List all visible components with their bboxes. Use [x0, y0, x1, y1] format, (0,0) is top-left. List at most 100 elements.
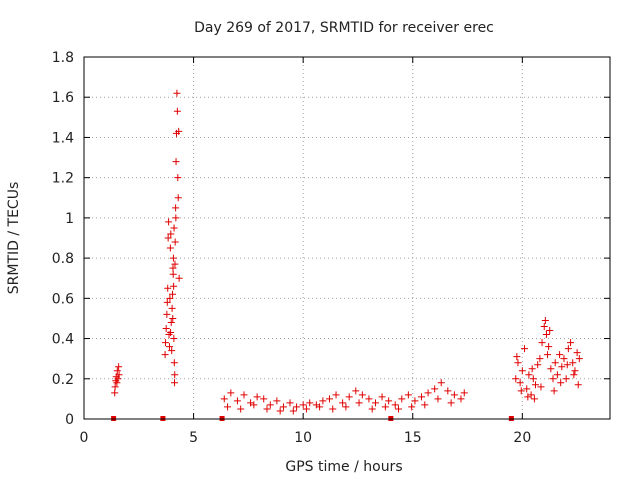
data-point: [164, 234, 172, 242]
data-point: [573, 349, 581, 357]
data-point: [525, 371, 533, 379]
data-point: [253, 393, 261, 401]
data-point: [169, 264, 177, 272]
data-point: [171, 238, 179, 246]
data-point: [514, 359, 522, 367]
y-axis-label: SRMTID / TECUs: [6, 182, 22, 295]
data-point: [163, 298, 171, 306]
chart-title: Day 269 of 2017, SRMTID for receiver ere…: [194, 20, 494, 36]
data-point: [173, 89, 181, 97]
data-point: [345, 393, 353, 401]
data-point: [431, 385, 439, 393]
data-point: [545, 343, 553, 351]
data-point: [170, 224, 178, 232]
data-point: [170, 359, 178, 367]
data-point: [165, 343, 173, 351]
data-point: [571, 367, 579, 375]
data-point: [293, 403, 301, 411]
data-point: [558, 363, 566, 371]
data-point: [560, 355, 568, 363]
data-point: [171, 260, 179, 268]
data-point: [524, 393, 532, 401]
data-point: [421, 401, 429, 409]
data-point: [224, 403, 232, 411]
data-point: [279, 403, 287, 411]
data-point: [557, 379, 565, 387]
data-point: [411, 397, 419, 405]
data-point: [165, 218, 173, 226]
data-point: [546, 327, 554, 335]
data-point: [549, 375, 557, 383]
x-tick-label: 20: [513, 430, 531, 446]
data-point: [437, 379, 445, 387]
data-point: [174, 174, 182, 182]
data-point: [398, 395, 406, 403]
data-point: [574, 381, 582, 389]
data-point: [319, 397, 327, 405]
data-point: [381, 403, 389, 411]
x-tick-label: 10: [294, 430, 312, 446]
data-points: [111, 89, 583, 421]
data-point: [570, 371, 578, 379]
data-point: [536, 355, 544, 363]
data-point: [286, 399, 294, 407]
data-point: [276, 407, 284, 415]
data-point: [240, 391, 248, 399]
y-tick-label: 1.8: [52, 50, 74, 66]
data-point: [450, 391, 458, 399]
data-point: [273, 397, 281, 405]
data-point: [395, 405, 403, 413]
data-point: [537, 383, 545, 391]
data-point: [352, 387, 360, 395]
data-point: [556, 351, 564, 359]
data-point: [114, 375, 122, 383]
data-point: [302, 405, 310, 413]
data-point: [408, 403, 416, 411]
data-point: [172, 158, 180, 166]
y-tick-label: 0.8: [52, 251, 74, 267]
data-point: [163, 310, 171, 318]
data-point: [115, 363, 123, 371]
data-point: [164, 284, 172, 292]
plot-frame: [83, 56, 611, 420]
data-point: [332, 391, 340, 399]
data-point: [342, 403, 350, 411]
data-point: [169, 254, 177, 262]
data-point: [316, 403, 324, 411]
data-point: [111, 389, 119, 397]
data-point: [266, 401, 274, 409]
data-point: [113, 379, 121, 387]
data-point: [418, 393, 426, 401]
data-point: [171, 371, 179, 379]
data-point: [518, 367, 526, 375]
data-point: [161, 351, 169, 359]
data-point: [169, 314, 177, 322]
data-point: [355, 399, 363, 407]
data-point: [529, 375, 537, 383]
data-point: [523, 385, 531, 393]
data-point: [460, 389, 468, 397]
data-point: [169, 270, 177, 278]
data-point: [564, 345, 572, 353]
data-point: [175, 274, 183, 282]
y-tick-label: 0: [65, 412, 74, 428]
x-tick-label: 5: [189, 430, 198, 446]
data-point: [391, 401, 399, 409]
data-point: [368, 405, 376, 413]
data-point: [171, 379, 179, 387]
data-point: [172, 204, 180, 212]
data-point: [512, 375, 520, 383]
data-point: [563, 361, 571, 369]
data-point: [521, 345, 529, 353]
data-point: [540, 322, 548, 330]
data-point: [434, 395, 442, 403]
data-point: [166, 244, 174, 252]
x-tick-label: 15: [404, 430, 422, 446]
data-point: [168, 304, 176, 312]
data-point: [299, 401, 307, 409]
data-point: [541, 316, 549, 324]
y-tick-label: 1.6: [52, 90, 74, 106]
data-point: [227, 389, 235, 397]
data-point: [167, 230, 175, 238]
